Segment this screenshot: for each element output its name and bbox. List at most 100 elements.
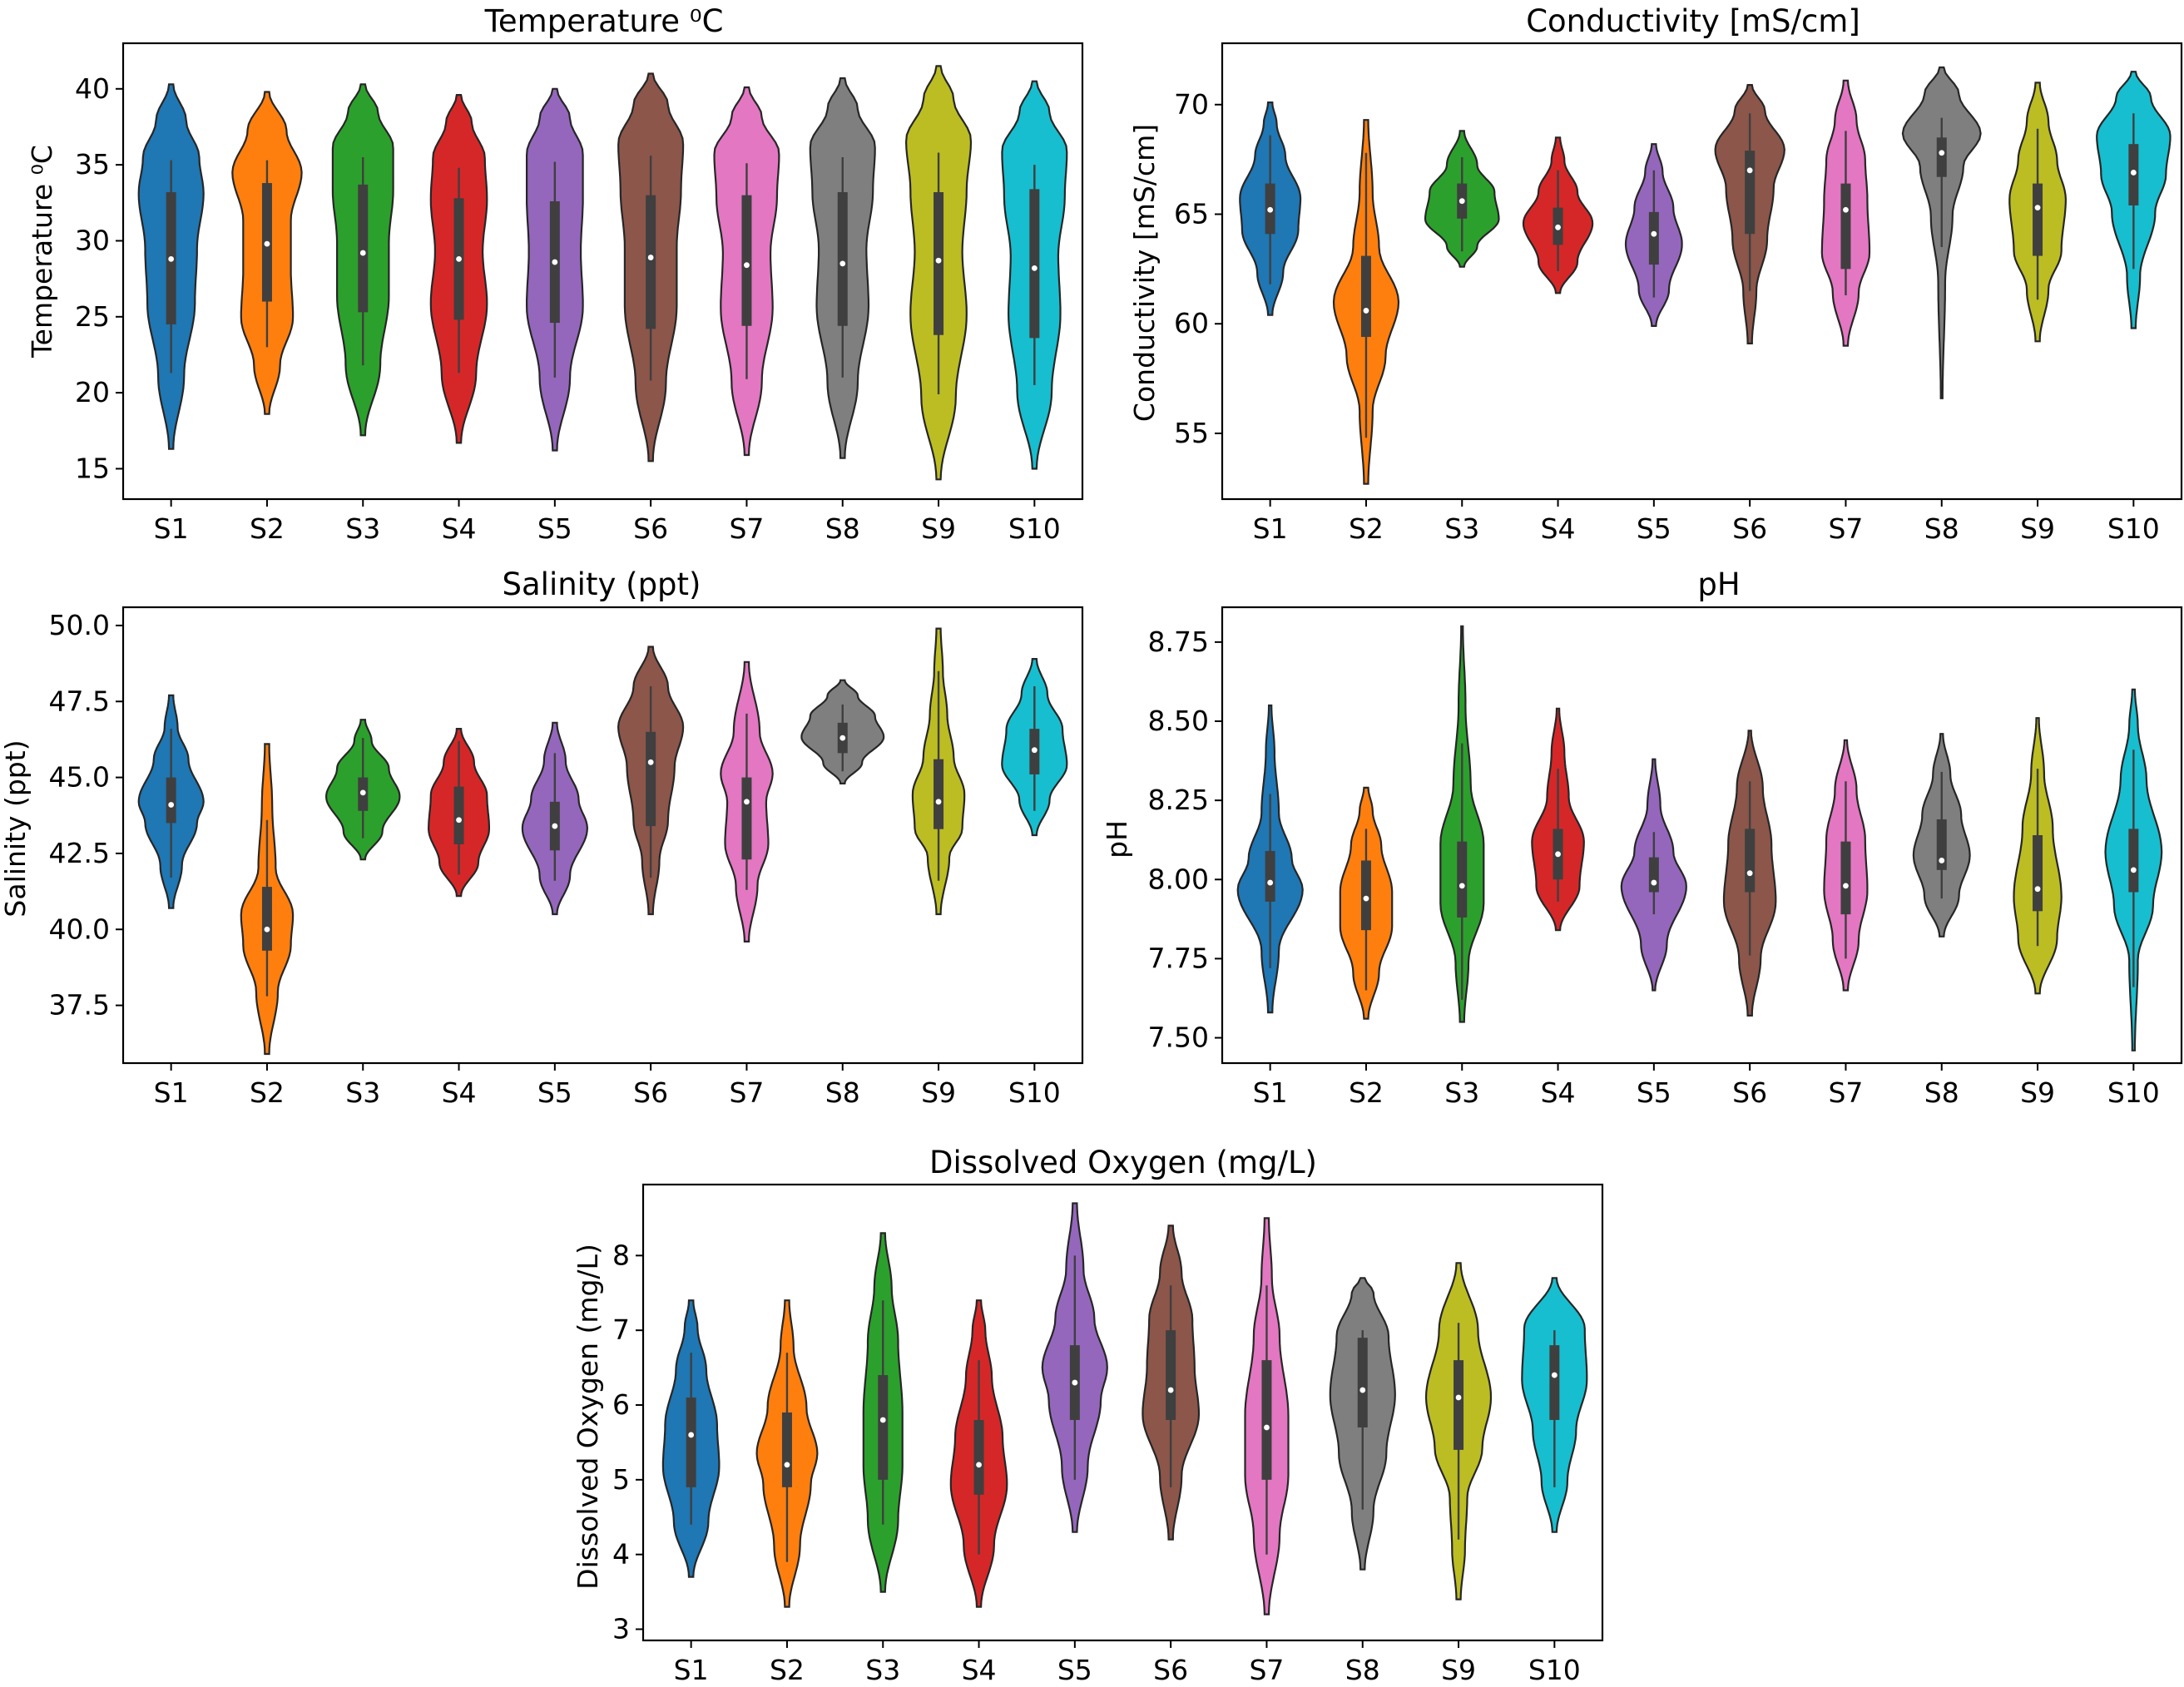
ph-title: pH bbox=[1697, 566, 1740, 602]
temperature-iqr-box-s8 bbox=[837, 192, 848, 326]
ph-iqr-box-s7 bbox=[1840, 841, 1851, 915]
dissolved-oxygen-iqr-box-s3 bbox=[878, 1375, 889, 1480]
conductivity-iqr-box-s2 bbox=[1360, 255, 1371, 338]
salinity-median-s1 bbox=[168, 802, 175, 808]
temperature-iqr-box-s7 bbox=[741, 195, 752, 326]
temperature-median-s7 bbox=[744, 262, 750, 269]
salinity-median-s9 bbox=[935, 799, 942, 805]
temperature-iqr-box-s3 bbox=[358, 184, 369, 313]
conductivity-y-tick-label: 65 bbox=[1174, 198, 1209, 230]
ph-y-tick-label: 7.75 bbox=[1148, 942, 1209, 974]
salinity-iqr-box-s6 bbox=[646, 731, 656, 827]
salinity-median-s5 bbox=[552, 823, 558, 829]
dissolved-oxygen-iqr-box-s7 bbox=[1261, 1360, 1272, 1480]
ph-y-tick-label: 8.00 bbox=[1148, 863, 1209, 895]
conductivity-y-tick-label: 70 bbox=[1174, 88, 1209, 121]
temperature-x-tick-label: S10 bbox=[1008, 512, 1061, 545]
temperature-median-s6 bbox=[647, 255, 654, 260]
salinity-iqr-box-s2 bbox=[261, 887, 272, 951]
temperature-median-s2 bbox=[264, 240, 270, 247]
dissolved-oxygen-median-s8 bbox=[1359, 1387, 1366, 1393]
temperature-median-s5 bbox=[552, 259, 558, 265]
ph-median-s5 bbox=[1651, 879, 1657, 886]
dissolved-oxygen-x-tick-label: S4 bbox=[962, 1654, 997, 1686]
dissolved-oxygen-iqr-box-s8 bbox=[1357, 1338, 1368, 1427]
conductivity-median-s10 bbox=[2130, 170, 2137, 176]
temperature-axes-frame bbox=[121, 42, 1084, 501]
dissolved-oxygen-iqr-box-s4 bbox=[973, 1419, 984, 1495]
temperature-x-tick-label: S1 bbox=[154, 512, 189, 545]
conductivity-y-tick-label: 60 bbox=[1174, 307, 1209, 339]
salinity-y-tick-label: 50.0 bbox=[49, 609, 110, 641]
salinity-x-tick-label: S4 bbox=[442, 1076, 477, 1109]
conductivity-x-tick-label: S10 bbox=[2107, 512, 2160, 545]
conductivity-iqr-box-s9 bbox=[2033, 183, 2043, 256]
salinity-title: Salinity (ppt) bbox=[503, 566, 701, 602]
dissolved-oxygen-title: Dissolved Oxygen (mg/L) bbox=[929, 1145, 1317, 1180]
dissolved-oxygen-panel: Dissolved Oxygen (mg/L) Dissolved Oxygen… bbox=[572, 1145, 1604, 1686]
temperature-y-axis-label: Temperature ⁰C bbox=[26, 145, 58, 359]
dissolved-oxygen-x-tick-label: S2 bbox=[770, 1654, 805, 1686]
ph-median-s3 bbox=[1458, 883, 1465, 889]
ph-x-tick-label: S8 bbox=[1924, 1076, 1959, 1109]
ph-median-s10 bbox=[2130, 867, 2137, 873]
temperature-panel: Temperature ⁰C Temperature ⁰C 15 20 25 30 35… bbox=[26, 3, 1084, 545]
dissolved-oxygen-y-tick-label: 4 bbox=[612, 1538, 630, 1571]
conductivity-iqr-box-s7 bbox=[1840, 183, 1851, 270]
ph-x-tick-label: S1 bbox=[1253, 1076, 1288, 1109]
ph-plot-area: 7.50 7.75 8.00 8.25 8.50 8.75 S1 S2 S3 S4 S5 S6 S7 S8… bbox=[1148, 606, 2183, 1109]
salinity-x-tick-label: S10 bbox=[1008, 1076, 1061, 1109]
salinity-x-tick-label: S7 bbox=[729, 1076, 764, 1109]
conductivity-median-s7 bbox=[1843, 206, 1849, 213]
ph-iqr-box-s3 bbox=[1457, 841, 1468, 918]
ph-iqr-box-s6 bbox=[1745, 829, 1756, 893]
salinity-median-s4 bbox=[456, 817, 462, 824]
ph-x-tick-label: S10 bbox=[2107, 1076, 2160, 1109]
temperature-median-s3 bbox=[359, 250, 366, 256]
conductivity-x-tick-label: S4 bbox=[1541, 512, 1576, 545]
salinity-x-tick-label: S9 bbox=[921, 1076, 956, 1109]
salinity-x-tick-label: S8 bbox=[825, 1076, 860, 1109]
salinity-iqr-box-s7 bbox=[741, 777, 752, 860]
conductivity-x-tick-label: S7 bbox=[1828, 512, 1863, 545]
salinity-x-tick-label: S5 bbox=[537, 1076, 572, 1109]
temperature-iqr-box-s9 bbox=[934, 192, 944, 335]
ph-iqr-box-s1 bbox=[1265, 851, 1275, 902]
temperature-y-tick-label: 15 bbox=[75, 452, 110, 484]
salinity-iqr-box-s9 bbox=[934, 759, 944, 829]
salinity-panel: Salinity (ppt) Salinity (ppt) 37.5 40.0 42… bbox=[0, 566, 1084, 1109]
dissolved-oxygen-y-tick-label: 6 bbox=[612, 1388, 630, 1421]
salinity-x-tick-label: S3 bbox=[345, 1076, 380, 1109]
temperature-y-tick-label: 40 bbox=[75, 72, 110, 105]
dissolved-oxygen-iqr-box-s2 bbox=[781, 1412, 792, 1487]
salinity-axes-frame bbox=[121, 606, 1084, 1065]
dissolved-oxygen-median-s10 bbox=[1551, 1372, 1558, 1378]
temperature-y-tick-label: 30 bbox=[75, 224, 110, 256]
dissolved-oxygen-y-tick-label: 7 bbox=[612, 1313, 630, 1346]
dissolved-oxygen-plot-area: 3 4 5 6 7 8 S1 S2 S3 S4 S5 S6 S7 S8 S9 S10 bbox=[612, 1183, 1604, 1686]
conductivity-x-tick-label: S5 bbox=[1637, 512, 1671, 545]
conductivity-x-tick-label: S3 bbox=[1444, 512, 1479, 545]
temperature-x-tick-label: S2 bbox=[250, 512, 285, 545]
ph-axes-frame bbox=[1221, 606, 2183, 1065]
ph-median-s9 bbox=[2034, 886, 2041, 893]
salinity-y-tick-label: 47.5 bbox=[49, 685, 110, 717]
dissolved-oxygen-x-tick-label: S8 bbox=[1345, 1654, 1380, 1686]
dissolved-oxygen-median-s7 bbox=[1264, 1424, 1270, 1431]
dissolved-oxygen-y-tick-label: 5 bbox=[612, 1463, 630, 1496]
temperature-y-tick-label: 35 bbox=[75, 148, 110, 181]
dissolved-oxygen-iqr-box-s9 bbox=[1454, 1360, 1464, 1450]
conductivity-panel: Conductivity [mS/cm] Conductivity [mS/cm… bbox=[1128, 3, 2183, 545]
ph-iqr-box-s9 bbox=[2033, 835, 2043, 912]
dissolved-oxygen-median-s9 bbox=[1455, 1394, 1462, 1401]
dissolved-oxygen-median-s5 bbox=[1072, 1379, 1078, 1386]
ph-x-tick-label: S2 bbox=[1349, 1076, 1384, 1109]
dissolved-oxygen-median-s3 bbox=[879, 1417, 886, 1423]
dissolved-oxygen-x-tick-label: S7 bbox=[1249, 1654, 1284, 1686]
conductivity-median-s8 bbox=[1939, 150, 1945, 156]
conductivity-median-s9 bbox=[2034, 205, 2041, 210]
ph-median-s7 bbox=[1843, 883, 1849, 889]
temperature-median-s10 bbox=[1031, 265, 1038, 271]
dissolved-oxygen-x-tick-label: S6 bbox=[1153, 1654, 1188, 1686]
dissolved-oxygen-x-tick-label: S3 bbox=[865, 1654, 900, 1686]
